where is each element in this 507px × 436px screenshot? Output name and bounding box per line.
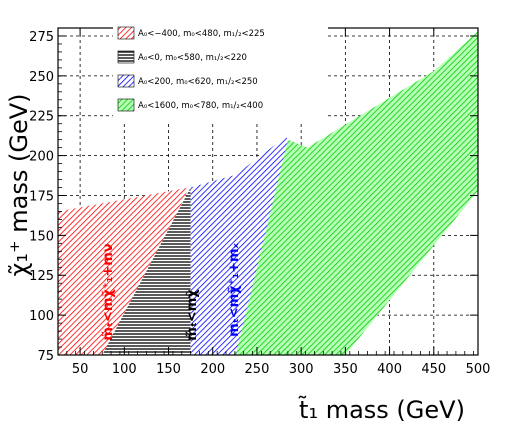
y-tick-label: 200 (29, 150, 54, 165)
x-tick-label: 100 (112, 362, 137, 377)
region-3 (190, 136, 288, 355)
legend-swatch (117, 26, 135, 40)
x-tick-label: 200 (200, 362, 225, 377)
tick-marks (57, 27, 479, 356)
x-tick-label: 250 (245, 362, 270, 377)
region-label: m̃ₜ<mχ̃⁺₁+mν (101, 243, 116, 340)
y-tick-label: 100 (29, 309, 54, 324)
legend-swatch (117, 98, 135, 112)
region-2 (102, 187, 191, 355)
x-tick-label: 500 (466, 362, 491, 377)
legend-swatch (117, 50, 135, 64)
x-tick-label: 50 (72, 362, 89, 377)
y-axis-title: χ̃₁⁺ mass (GeV) (5, 93, 33, 276)
legend-label: A₀<1600, m₀<780, m₁/₂<400 (138, 101, 263, 111)
x-tick-label: 150 (156, 362, 181, 377)
region-label: mₜ<mχ̃⁺₁+mₓ (227, 242, 242, 336)
regions (58, 31, 478, 355)
y-tick-label: 275 (29, 30, 54, 45)
y-tick-label: 225 (29, 110, 54, 125)
region-4 (235, 31, 478, 355)
legend-label: A₀<0, m₀<580, m₁/₂<220 (138, 53, 247, 63)
x-tick-labels: 50 100 150 200 250 300 350 400 450 500 (72, 362, 491, 377)
x-tick-label: 400 (377, 362, 402, 377)
y-tick-label: 250 (29, 70, 54, 85)
x-tick-label: 450 (421, 362, 446, 377)
y-tick-label: 150 (29, 229, 54, 244)
x-tick-label: 350 (333, 362, 358, 377)
y-tick-labels: 75 100 125 150 175 200 225 250 275 (29, 30, 54, 364)
x-tick-label: 300 (289, 362, 314, 377)
legend-label: A₀<200, m₀<620, m₁/₂<250 (138, 77, 258, 87)
legend-box (113, 25, 328, 122)
y-tick-label: 75 (37, 349, 54, 364)
y-tick-label: 125 (29, 269, 54, 284)
region-label: m̃ₜ<mχ̃ (185, 289, 200, 341)
legend-swatch (117, 74, 135, 88)
region-labels: m̃ₜ<mχ̃⁺₁+mν m̃ₜ<mχ̃ mₜ<mχ̃⁺₁+mₓ (101, 242, 242, 340)
x-axis-title: t̃₁ mass (GeV) (298, 396, 465, 424)
region-1 (58, 187, 189, 355)
legend-label: A₀<−400, m₀<480, m₁/₂<225 (138, 29, 265, 39)
legend: A₀<−400, m₀<480, m₁/₂<225 A₀<0, m₀<580, m… (113, 25, 328, 122)
y-tick-label: 175 (29, 189, 54, 204)
